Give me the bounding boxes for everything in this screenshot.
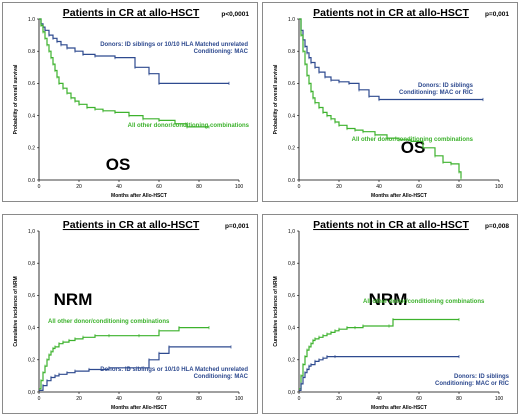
chart-nrm-cr: Patients in CR at allo-HSCT p=0,001 NRM 0 20…	[13, 219, 249, 411]
x-tick-label: 60	[416, 396, 422, 402]
x-tick-label: 20	[336, 184, 342, 190]
y-tick-label: 0.8	[288, 49, 295, 55]
panel-label: OS	[106, 155, 131, 174]
chart-os-not-cr: Patients not in CR at allo-HSCT p=0,001 OS…	[273, 7, 509, 199]
x-tick-label: 0	[38, 184, 41, 190]
y-tick-label: 0.4	[288, 113, 295, 119]
y-tick-label: 0,0	[288, 390, 295, 396]
series-annotation: All other donor/conditioning combination…	[48, 319, 170, 325]
p-value: p=0,008	[485, 223, 509, 230]
series-line-1	[39, 18, 209, 128]
panel-label: NRM	[369, 290, 408, 309]
chart-title: Patients not in CR at allo-HSCT	[313, 219, 469, 231]
panel-nrm-cr: Patients in CR at allo-HSCT p=0,001 NRM 0 20…	[2, 214, 258, 414]
chart-title: Patients not in CR at allo-HSCT	[313, 7, 469, 19]
y-axis-label: Probability of overall survival	[273, 64, 279, 134]
y-axis-label: Cumulative incidence of NRM	[13, 276, 19, 346]
x-tick-label: 40	[376, 184, 382, 190]
y-tick-label: 0.0	[28, 178, 35, 184]
y-tick-label: 0.6	[288, 81, 295, 87]
panel-nrm-not-cr: Patients not in CR at allo-HSCT p=0,008 NR…	[262, 214, 518, 414]
p-value: p<0,0001	[221, 11, 249, 18]
p-value: p=0,001	[225, 223, 249, 230]
series-annotation: Donors: ID siblings	[454, 374, 510, 380]
chart-nrm-not-cr: Patients not in CR at allo-HSCT p=0,008 NR…	[273, 219, 510, 411]
series-annotation: Donors: ID siblings or 10/10 HLA Matched…	[100, 367, 248, 373]
y-tick-label: 0,4	[288, 325, 295, 331]
x-tick-label: 20	[76, 184, 82, 190]
series-line-0	[39, 327, 209, 390]
panel-os-cr: Patients in CR at allo-HSCT p<0,0001 OS 0 20…	[2, 2, 258, 202]
p-value: p=0,001	[485, 11, 509, 18]
y-tick-label: 1.0	[28, 17, 35, 23]
x-tick-label: 20	[76, 396, 82, 402]
chart-title: Patients in CR at allo-HSCT	[63, 219, 200, 231]
x-tick-label: 100	[235, 184, 244, 190]
x-tick-label: 80	[196, 396, 202, 402]
series-annotation: Conditioning: MAC	[194, 49, 249, 55]
x-tick-label: 0	[298, 184, 301, 190]
x-tick-label: 100	[495, 396, 504, 402]
y-tick-label: 0,0	[28, 390, 35, 396]
y-tick-label: 1.0	[288, 17, 295, 23]
x-tick-label: 40	[376, 396, 382, 402]
series-annotation: Conditioning: MAC or RIC	[435, 381, 510, 387]
x-tick-label: 40	[116, 396, 122, 402]
x-tick-label: 60	[416, 184, 422, 190]
chart-os-cr: Patients in CR at allo-HSCT p<0,0001 OS 0 20…	[13, 7, 250, 199]
x-tick-label: 100	[495, 184, 504, 190]
series-annotation: All other donor/conditioning combination…	[363, 299, 485, 305]
y-tick-label: 0.4	[28, 113, 35, 119]
x-tick-label: 80	[456, 396, 462, 402]
y-tick-label: 0,2	[28, 358, 35, 364]
y-tick-label: 0,8	[288, 261, 295, 267]
y-tick-label: 0.6	[28, 81, 35, 87]
y-tick-label: 0,2	[288, 358, 295, 364]
x-tick-label: 20	[336, 396, 342, 402]
x-tick-label: 80	[456, 184, 462, 190]
y-axis-label: Cumulative incidence of NRM	[273, 276, 279, 346]
series-annotation: Donors: ID siblings	[418, 83, 474, 89]
panel-label: NRM	[54, 290, 93, 309]
x-axis-label: Months after Allo-HSCT	[111, 193, 167, 199]
panel-os-not-cr: Patients not in CR at allo-HSCT p=0,001 OS…	[262, 2, 518, 202]
series-annotation: Conditioning: MAC	[194, 374, 249, 380]
series-line-1	[299, 18, 462, 179]
x-tick-label: 60	[156, 396, 162, 402]
series-annotation: All other donor/conditioning combination…	[128, 123, 250, 129]
series-line-1	[39, 346, 231, 391]
y-tick-label: 0.2	[28, 146, 35, 152]
y-axis-label: Probability of overall survival	[13, 64, 19, 134]
x-tick-label: 40	[116, 184, 122, 190]
series-annotation: Donors: ID siblings or 10/10 HLA Matched…	[100, 42, 248, 48]
y-tick-label: 0.8	[28, 49, 35, 55]
y-tick-label: 0,6	[28, 293, 35, 299]
y-tick-label: 0.2	[288, 146, 295, 152]
x-tick-label: 0	[38, 396, 41, 402]
x-axis-label: Months after Allo-HSCT	[371, 193, 427, 199]
x-axis-label: Months after Allo-HSCT	[371, 405, 427, 411]
x-axis-label: Months after Allo-HSCT	[111, 405, 167, 411]
x-tick-label: 80	[196, 184, 202, 190]
y-tick-label: 0,8	[28, 261, 35, 267]
y-tick-label: 0.0	[288, 178, 295, 184]
y-tick-label: 1,0	[28, 229, 35, 235]
series-annotation: Conditioning: MAC or RIC	[399, 90, 474, 96]
x-tick-label: 100	[235, 396, 244, 402]
chart-title: Patients in CR at allo-HSCT	[63, 7, 200, 19]
x-tick-label: 0	[298, 396, 301, 402]
series-line-0	[299, 318, 459, 390]
y-tick-label: 0,6	[288, 293, 295, 299]
series-annotation: All other donor/conditioning combination…	[352, 137, 474, 143]
x-tick-label: 60	[156, 184, 162, 190]
panel-label: OS	[401, 138, 426, 157]
y-tick-label: 0,4	[28, 325, 35, 331]
y-tick-label: 1,0	[288, 229, 295, 235]
